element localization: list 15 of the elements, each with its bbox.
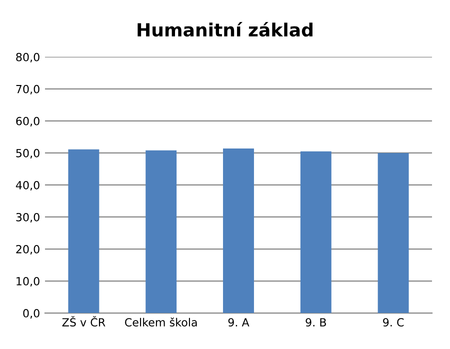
y-tick-label: 50,0 bbox=[16, 148, 40, 158]
x-tick-label: ZŠ v ČR bbox=[62, 316, 106, 327]
y-tick-label: 0,0 bbox=[23, 309, 40, 319]
y-tick-label: 80,0 bbox=[16, 52, 40, 62]
y-tick-label: 70,0 bbox=[16, 84, 40, 94]
x-tick-label: Celkem škola bbox=[125, 317, 197, 327]
y-tick-label: 60,0 bbox=[16, 116, 40, 126]
x-tick-label: 9. A bbox=[228, 318, 250, 327]
y-tick-label: 20,0 bbox=[16, 244, 40, 255]
x-tick-label: 9. C bbox=[383, 318, 404, 327]
y-tick-label: 30,0 bbox=[16, 212, 40, 223]
y-tick-label: 10,0 bbox=[16, 277, 40, 287]
x-tick-label: 9. B bbox=[306, 318, 326, 327]
y-tick-label: 40,0 bbox=[16, 180, 40, 190]
chart-title: Humanitní základ bbox=[138, 22, 312, 37]
